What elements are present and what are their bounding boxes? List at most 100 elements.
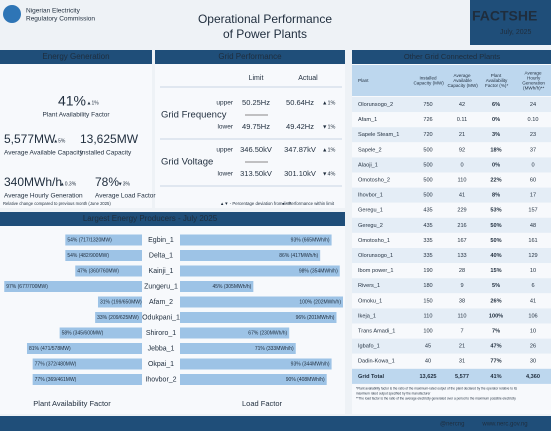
table-cell: 6 (531, 283, 534, 289)
category-label: Afam_2 (149, 299, 173, 306)
table-cell: Olorunsogo_2 (358, 102, 393, 108)
actual-value: 301.10kV (284, 169, 316, 178)
table-cell: 110 (458, 313, 467, 319)
table-row (352, 248, 551, 264)
bar (180, 312, 337, 323)
bar-label: 45% (305MWh/h) (212, 284, 251, 290)
table-row (352, 338, 551, 354)
title-bar (155, 50, 345, 64)
table-cell: 229 (457, 208, 466, 214)
badge-date: July, 2025 (500, 29, 531, 36)
table-row (352, 112, 551, 128)
bar (59, 327, 142, 339)
table-cell: 9 (460, 283, 463, 289)
table-row (352, 157, 551, 173)
table-title: Other Grid Connected Plants (404, 52, 501, 61)
table-row (352, 217, 551, 233)
table-cell: 190 (423, 268, 432, 274)
table-row (352, 308, 551, 324)
table-cell: 7 (460, 329, 463, 335)
table-total-cell: 41% (490, 374, 501, 380)
table-cell: 750 (423, 102, 432, 108)
table-row (352, 353, 551, 369)
bound-label: lower (217, 124, 233, 131)
table-cell: 47% (490, 344, 501, 350)
table-cell: 45 (425, 344, 431, 350)
metric-change: ▲0.3% (60, 181, 77, 187)
table-cell: 24 (530, 102, 536, 108)
bar-label: 31% (199/650MW) (100, 299, 142, 305)
bar (95, 312, 142, 323)
table-total-cell: Grid Total (358, 374, 384, 380)
category-label: Egbin_1 (148, 237, 174, 244)
table-row (352, 323, 551, 339)
bound-label: upper (216, 147, 233, 154)
metric-label: Average Hourly Generation (4, 193, 83, 200)
bar-label: 97% (677/700MW) (6, 284, 48, 290)
table-cell: Ibom power_1 (358, 268, 393, 274)
table-cell: Trans Amadi_1 (358, 329, 395, 335)
table-cell: 106 (528, 313, 537, 319)
table-cell: 31 (459, 359, 465, 365)
panel-title: Grid Performance (218, 52, 282, 61)
table-row (352, 263, 551, 279)
table-cell: Olorunsogo_1 (358, 253, 393, 259)
category-label: Delta_1 (149, 252, 173, 259)
metric-value: 78% (95, 175, 119, 189)
table-cell: Omotosho_2 (358, 178, 390, 184)
table-cell: 161 (528, 238, 537, 244)
table-cell: 0 (531, 162, 534, 168)
table-row (352, 97, 551, 113)
actual-value: 49.42Hz (286, 122, 314, 131)
table-cell: Omoku_1 (358, 298, 382, 304)
bar-label: 96% (201MWh/h) (296, 315, 335, 321)
footer-url: www.nerc.gov.ng (481, 422, 527, 428)
bar-label: 93% (665MWh/h) (291, 237, 330, 243)
page-title: of Power Plants (223, 27, 307, 41)
bar (180, 234, 332, 246)
org-name: Nigerian Electricity (26, 8, 81, 15)
bar-label: 90% (408MWh/h) (286, 377, 325, 383)
table-cell: 0.10 (528, 117, 539, 123)
table-cell: 6% (492, 102, 500, 108)
table-cell: 8% (492, 193, 500, 199)
table-cell: 18% (490, 147, 501, 153)
table-cell: 30 (530, 359, 536, 365)
bar-label: 81% (471/578MW) (29, 346, 71, 352)
table-cell: 500 (423, 147, 432, 153)
column-header: Actual (298, 75, 318, 82)
table-cell: 0 (460, 162, 463, 168)
metric-label: Average Load Factor (95, 193, 156, 200)
org-name: Regulatory Commission (26, 16, 95, 23)
bar-label: 67% (230MWh/h) (248, 330, 287, 336)
legend-item: ▲▼ - Percentage deviation from limit (220, 201, 292, 206)
bar (180, 374, 327, 385)
table-cell: 50% (490, 238, 501, 244)
metric-value: 13,625MW (80, 132, 139, 146)
bar-label: 77% (372/480MW) (35, 361, 77, 367)
footnote: **The load factor is the ratio of the av… (356, 397, 516, 401)
table-cell: 167 (457, 238, 466, 244)
bar-label: 33% (209/625MW) (97, 315, 139, 321)
page-title: Operational Performance (198, 12, 332, 26)
actual-value: 50.64Hz (286, 98, 314, 107)
bar (180, 281, 254, 292)
category-label: Kainji_1 (149, 268, 174, 275)
bar-label: 77% (369/461MW) (35, 377, 77, 383)
bar-label: 71% (333MWh/h) (255, 346, 294, 352)
table-cell: 133 (457, 253, 466, 259)
table-cell: 500 (423, 162, 432, 168)
chart-title: Largest Energy Producers - July 2025 (83, 214, 218, 223)
bar-label: 93% (344MWh/h) (291, 361, 330, 367)
metric-change: ▼3% (118, 181, 131, 187)
bar (180, 250, 321, 261)
column-header: Average Hourly Generation (MWh/h)** (521, 71, 545, 91)
footnote: maximum rated output specified by the ma… (356, 392, 431, 396)
table-total-cell: 4,360 (526, 374, 540, 380)
table-row (352, 232, 551, 248)
table-cell: 129 (528, 253, 537, 259)
legend-item: ● - Performance within limit (282, 201, 335, 206)
footer-handle: @nercng (440, 422, 464, 428)
metric-value: 5,577MW (4, 132, 56, 146)
metric-label: Installed Capacity (80, 150, 132, 157)
